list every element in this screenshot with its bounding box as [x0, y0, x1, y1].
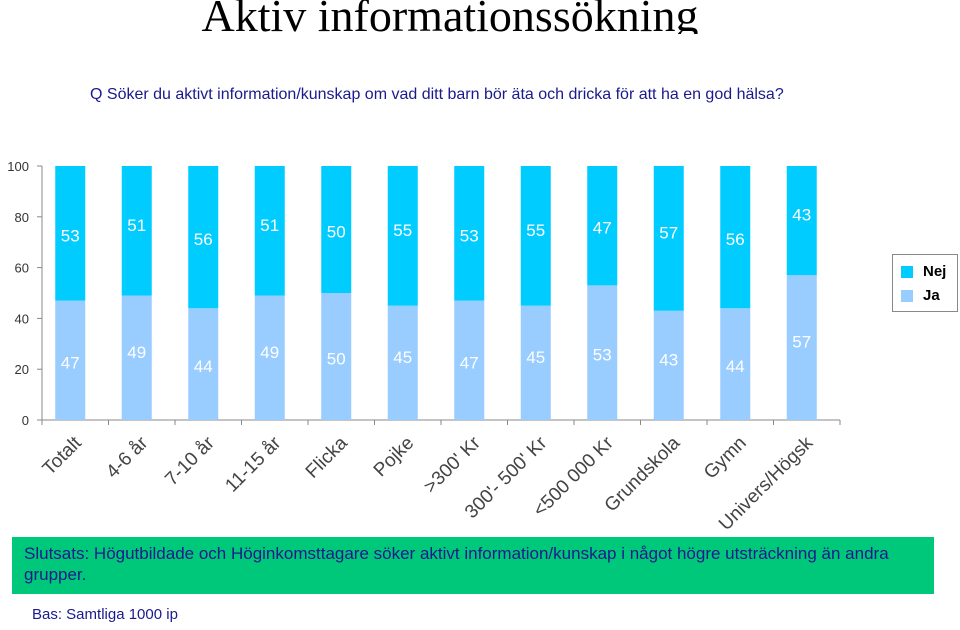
data-label-ja: 45	[526, 348, 545, 367]
bar-nej	[587, 166, 618, 286]
data-label-ja: 47	[61, 353, 80, 372]
bar-nej	[55, 166, 86, 301]
data-label-ja: 47	[460, 353, 479, 372]
bar-ja	[121, 295, 152, 420]
y-tick-label: 60	[15, 261, 29, 276]
category-label: 4-6 år	[102, 432, 152, 482]
bar-ja	[587, 285, 618, 420]
data-label-nej: 55	[526, 221, 545, 240]
data-label-nej: 57	[659, 223, 678, 242]
category-label: 7-10 år	[161, 432, 219, 490]
data-label-nej: 56	[194, 230, 213, 249]
category-label: Flicka	[302, 432, 352, 482]
data-label-ja: 43	[659, 350, 678, 369]
bar-nej	[520, 166, 551, 306]
y-tick-label: 20	[15, 362, 29, 377]
bar-nej	[321, 166, 352, 293]
data-label-ja: 50	[327, 350, 346, 369]
y-tick-label: 100	[7, 159, 29, 174]
stacked-bar-chart: 0 20 40 60 80 100 53 47 Totalt 51 49 4-6 år 56 44 7-10…	[7, 159, 841, 535]
data-label-ja: 53	[593, 346, 612, 365]
bar-ja	[454, 300, 485, 420]
bar-nej	[786, 166, 817, 276]
data-label-ja: 49	[127, 343, 146, 362]
conclusion-box: Slutsats: Högutbildade och Höginkomsttag…	[12, 537, 934, 594]
category-label: Pojke	[370, 433, 418, 481]
data-label-ja: 44	[726, 357, 745, 376]
bar-nej	[653, 166, 684, 311]
category-label: 11-15 år	[221, 432, 285, 496]
data-label-ja: 57	[792, 333, 811, 352]
y-tick-label: 80	[15, 210, 29, 225]
y-tick-label: 40	[15, 311, 29, 326]
bar-ja	[55, 300, 86, 420]
data-label-nej: 51	[127, 216, 146, 235]
data-label-nej: 53	[61, 226, 80, 245]
legend-swatch-ja	[901, 289, 913, 302]
data-label-nej: 50	[327, 223, 346, 242]
bar-ja	[786, 275, 817, 420]
bar-ja	[387, 305, 418, 420]
category-label: Gymn	[700, 433, 751, 484]
category-label: Totalt	[39, 432, 86, 479]
data-label-nej: 43	[792, 206, 811, 225]
bar-ja	[188, 308, 219, 420]
conclusion-text: Slutsats: Högutbildade och Höginkomsttag…	[24, 544, 889, 584]
question-text: Q Söker du aktivt information/kunskap om…	[90, 86, 784, 103]
page-title: Aktiv informationssökning	[201, 0, 699, 34]
bar-ja	[720, 308, 751, 420]
bar-ja	[520, 305, 551, 420]
y-tick-label: 0	[22, 413, 29, 428]
bar-nej	[188, 166, 219, 309]
bar-nej	[387, 166, 418, 306]
data-label-ja: 44	[194, 357, 213, 376]
data-label-nej: 55	[393, 221, 412, 240]
bar-ja	[254, 295, 285, 420]
legend-item-ja: Ja	[901, 287, 940, 304]
data-label-nej: 47	[593, 219, 612, 238]
data-label-ja: 45	[393, 348, 412, 367]
chart-legend: Nej Ja	[892, 254, 958, 312]
category-label: >300' Kr	[420, 432, 485, 497]
legend-label-ja: Ja	[923, 287, 940, 304]
legend-swatch-nej	[901, 265, 913, 278]
data-label-nej: 56	[726, 230, 745, 249]
data-label-ja: 49	[260, 343, 279, 362]
bar-nej	[720, 166, 751, 309]
bar-nej	[121, 166, 152, 296]
base-note: Bas: Samtliga 1000 ip	[32, 606, 178, 623]
bar-nej	[454, 166, 485, 301]
bar-ja	[321, 293, 352, 420]
bar-nej	[254, 166, 285, 296]
data-label-nej: 53	[460, 226, 479, 245]
legend-item-nej: Nej	[901, 263, 946, 280]
data-label-nej: 51	[260, 216, 279, 235]
legend-label-nej: Nej	[923, 263, 947, 280]
bar-ja	[653, 310, 684, 420]
